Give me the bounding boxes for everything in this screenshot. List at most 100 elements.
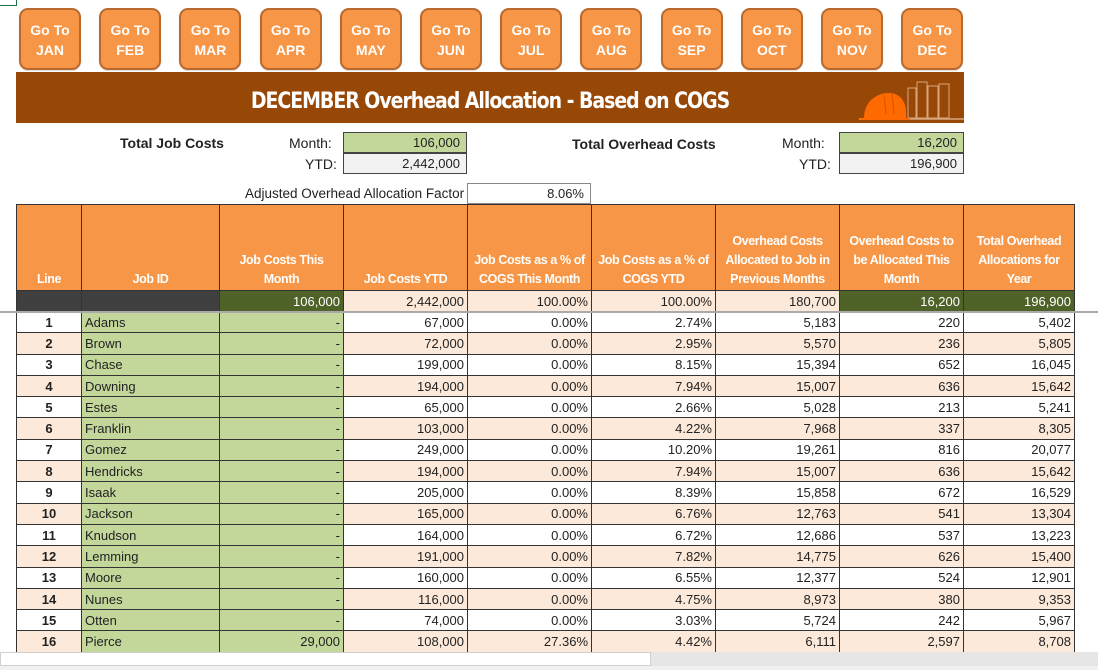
cell-overhead-this-month[interactable]: 380	[839, 587, 964, 611]
cell-pct-cogs-ytd[interactable]: 6.72%	[591, 523, 716, 547]
cell-overhead-this-month[interactable]: 220	[839, 310, 964, 334]
cell-job-costs-this-month[interactable]: -	[219, 417, 344, 440]
cell-overhead-previous-months[interactable]: 14,775	[715, 545, 840, 568]
cell-pct-cogs-ytd[interactable]: 4.22%	[591, 417, 716, 440]
cell-total-overhead-year[interactable]: 9,353	[963, 587, 1075, 611]
cell-overhead-this-month[interactable]: 626	[839, 545, 964, 568]
cell-job-id[interactable]: Otten	[81, 609, 220, 632]
cell-job-id[interactable]: Moore	[81, 566, 220, 589]
cell-total-overhead-year[interactable]: 8,708	[963, 630, 1075, 653]
cell-job-costs-ytd[interactable]: 249,000	[343, 438, 468, 462]
cell-job-costs-ytd[interactable]: 205,000	[343, 481, 468, 504]
cell-job-costs-this-month[interactable]: -	[219, 396, 344, 419]
cell-overhead-previous-months[interactable]: 15,858	[715, 481, 840, 504]
cell-pct-cogs-ytd[interactable]: 6.76%	[591, 502, 716, 525]
cell-pct-cogs-this-month[interactable]: 0.00%	[467, 545, 592, 568]
cell-total-overhead-year[interactable]: 15,642	[963, 460, 1075, 483]
cell-job-id[interactable]: Jackson	[81, 502, 220, 525]
cell-pct-cogs-this-month[interactable]: 0.00%	[467, 523, 592, 547]
job-costs-month-value[interactable]: 106,000	[343, 132, 467, 153]
cell-line[interactable]: 5	[16, 396, 82, 419]
go-to-dec-button[interactable]: Go To DEC	[901, 8, 964, 70]
go-to-jan-button[interactable]: Go To JAN	[19, 8, 81, 70]
cell-overhead-this-month[interactable]: 236	[839, 332, 964, 355]
cell-pct-cogs-ytd[interactable]: 3.03%	[591, 609, 716, 632]
cell-line[interactable]: 13	[16, 566, 82, 589]
cell-pct-cogs-this-month[interactable]: 0.00%	[467, 353, 592, 376]
cell-overhead-this-month[interactable]: 541	[839, 502, 964, 525]
cell-overhead-previous-months[interactable]: 12,763	[715, 502, 840, 525]
cell-total-overhead-year[interactable]: 5,967	[963, 609, 1075, 632]
cell-pct-cogs-ytd[interactable]: 4.42%	[591, 630, 716, 653]
cell-job-costs-ytd[interactable]: 108,000	[343, 630, 468, 653]
cell-pct-cogs-this-month[interactable]: 0.00%	[467, 502, 592, 525]
cell-overhead-previous-months[interactable]: 5,724	[715, 609, 840, 632]
cell-line[interactable]: 6	[16, 417, 82, 440]
go-to-feb-button[interactable]: Go To FEB	[99, 8, 162, 70]
cell-job-id[interactable]: Franklin	[81, 417, 220, 440]
cell-overhead-this-month[interactable]: 652	[839, 353, 964, 376]
cell-pct-cogs-ytd[interactable]: 10.20%	[591, 438, 716, 462]
cell-overhead-this-month[interactable]: 337	[839, 417, 964, 440]
cell-job-id[interactable]: Isaak	[81, 481, 220, 504]
cell-pct-cogs-ytd[interactable]: 2.66%	[591, 396, 716, 419]
total-pct-cogs-this-month[interactable]: 100.00%	[467, 290, 592, 312]
cell-job-id[interactable]: Estes	[81, 396, 220, 419]
cell-job-costs-this-month[interactable]: -	[219, 566, 344, 589]
cell-job-costs-this-month[interactable]: -	[219, 481, 344, 504]
cell-total-overhead-year[interactable]: 5,241	[963, 396, 1075, 419]
cell-total-overhead-year[interactable]: 12,901	[963, 566, 1075, 589]
job-costs-ytd-value[interactable]: 2,442,000	[343, 153, 467, 174]
go-to-may-button[interactable]: Go To MAY	[339, 8, 402, 70]
cell-pct-cogs-ytd[interactable]: 7.94%	[591, 374, 716, 398]
cell-job-costs-this-month[interactable]: -	[219, 523, 344, 547]
cell-job-id[interactable]: Nunes	[81, 587, 220, 611]
go-to-sep-button[interactable]: Go To SEP	[660, 8, 723, 70]
cell-line[interactable]: 14	[16, 587, 82, 611]
cell-job-costs-ytd[interactable]: 199,000	[343, 353, 468, 376]
cell-job-costs-ytd[interactable]: 194,000	[343, 460, 468, 483]
cell-pct-cogs-this-month[interactable]: 0.00%	[467, 396, 592, 419]
cell-job-id[interactable]: Hendricks	[81, 460, 220, 483]
cell-job-costs-this-month[interactable]: -	[219, 587, 344, 611]
cell-job-id[interactable]: Gomez	[81, 438, 220, 462]
cell-overhead-previous-months[interactable]: 5,570	[715, 332, 840, 355]
cell-pct-cogs-ytd[interactable]: 4.75%	[591, 587, 716, 611]
cell-job-id[interactable]: Adams	[81, 310, 220, 334]
cell-job-costs-this-month[interactable]: -	[219, 545, 344, 568]
cell-overhead-previous-months[interactable]: 15,007	[715, 460, 840, 483]
cell-pct-cogs-this-month[interactable]: 0.00%	[467, 587, 592, 611]
cell-job-id[interactable]: Knudson	[81, 523, 220, 547]
cell-pct-cogs-this-month[interactable]: 0.00%	[467, 481, 592, 504]
cell-job-costs-this-month[interactable]: -	[219, 609, 344, 632]
cell-overhead-this-month[interactable]: 2,597	[839, 630, 964, 653]
cell-pct-cogs-this-month[interactable]: 0.00%	[467, 310, 592, 334]
cell-pct-cogs-this-month[interactable]: 0.00%	[467, 609, 592, 632]
cell-line[interactable]: 1	[16, 310, 82, 334]
cell-overhead-previous-months[interactable]: 15,007	[715, 374, 840, 398]
cell-overhead-previous-months[interactable]: 5,028	[715, 396, 840, 419]
cell-pct-cogs-this-month[interactable]: 27.36%	[467, 630, 592, 653]
cell-job-costs-this-month[interactable]: -	[219, 438, 344, 462]
cell-pct-cogs-ytd[interactable]: 6.55%	[591, 566, 716, 589]
cell-line[interactable]: 2	[16, 332, 82, 355]
cell-job-costs-this-month[interactable]: -	[219, 502, 344, 525]
cell-overhead-this-month[interactable]: 524	[839, 566, 964, 589]
cell-job-costs-this-month[interactable]: -	[219, 332, 344, 355]
cell-overhead-previous-months[interactable]: 15,394	[715, 353, 840, 376]
horizontal-scrollbar-thumb[interactable]	[0, 652, 651, 666]
cell-overhead-previous-months[interactable]: 19,261	[715, 438, 840, 462]
go-to-aug-button[interactable]: Go To AUG	[580, 8, 643, 70]
cell-pct-cogs-ytd[interactable]: 7.82%	[591, 545, 716, 568]
cell-job-costs-ytd[interactable]: 191,000	[343, 545, 468, 568]
cell-total-overhead-year[interactable]: 16,045	[963, 353, 1075, 376]
cell-overhead-previous-months[interactable]: 8,973	[715, 587, 840, 611]
total-pct-cogs-ytd[interactable]: 100.00%	[591, 290, 716, 312]
cell-overhead-this-month[interactable]: 213	[839, 396, 964, 419]
cell-job-costs-this-month[interactable]: -	[219, 353, 344, 376]
cell-pct-cogs-ytd[interactable]: 2.74%	[591, 310, 716, 334]
go-to-mar-button[interactable]: Go To MAR	[179, 8, 242, 70]
cell-overhead-previous-months[interactable]: 7,968	[715, 417, 840, 440]
cell-overhead-this-month[interactable]: 636	[839, 374, 964, 398]
go-to-apr-button[interactable]: Go To APR	[259, 8, 322, 70]
